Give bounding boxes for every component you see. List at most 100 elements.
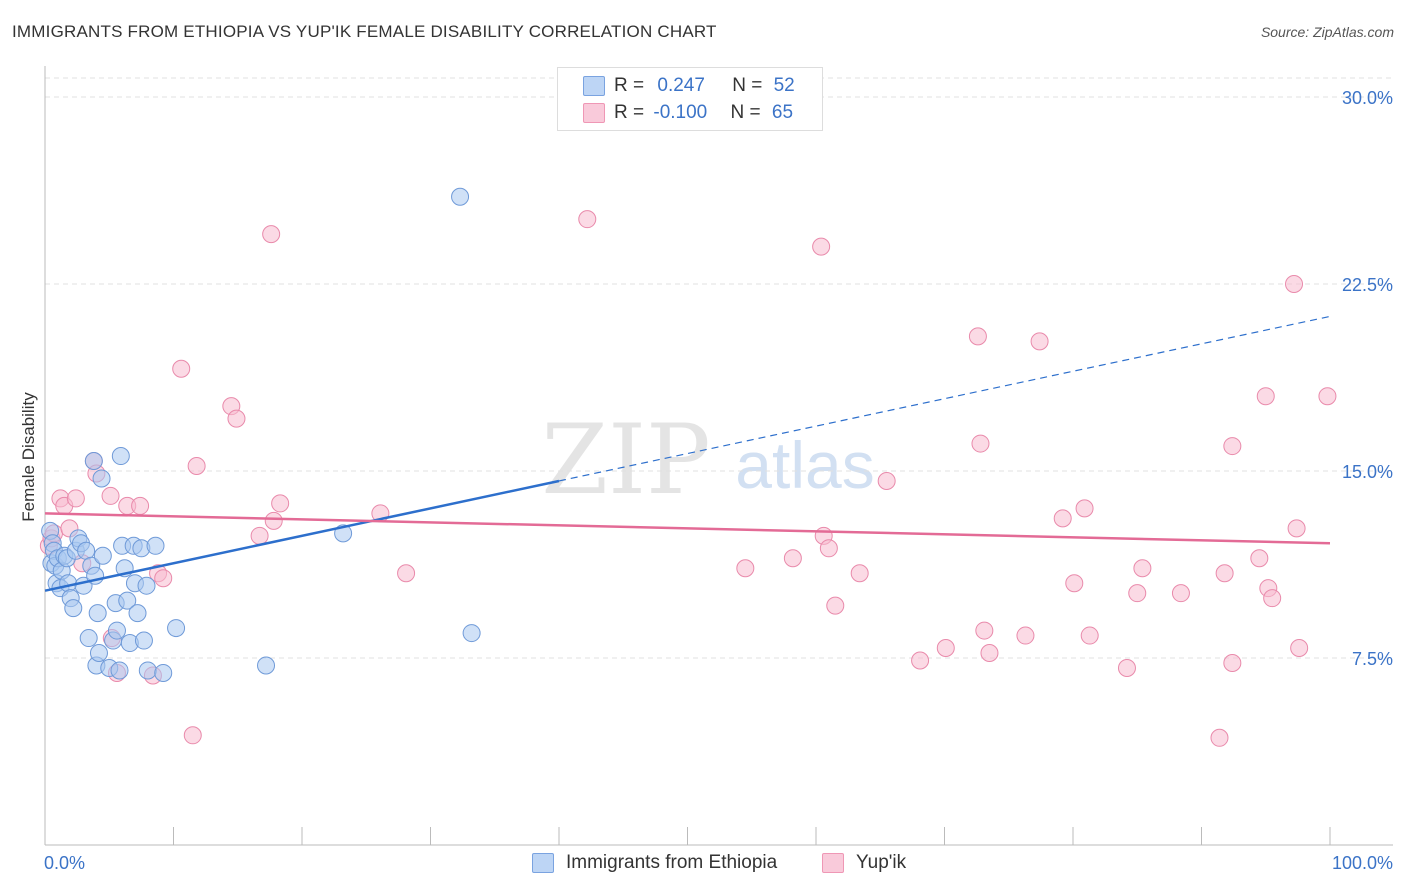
legend-item-yupik[interactable]: Yup'ik <box>822 852 906 874</box>
ethiopia-n-value: 52 <box>773 75 795 96</box>
yupik-point <box>1128 584 1147 603</box>
ethiopia-swatch <box>583 76 605 96</box>
yupik-point <box>101 486 120 505</box>
yupik-point <box>154 569 173 588</box>
yupik-point <box>131 496 150 515</box>
chart-title: IMMIGRANTS FROM ETHIOPIA VS YUP'IK FEMAL… <box>12 22 717 41</box>
yupik-swatch <box>583 103 605 123</box>
yupik-point <box>1263 589 1282 608</box>
yupik-point <box>1053 509 1072 528</box>
yupik-point <box>968 327 987 346</box>
ethiopia-point <box>138 661 157 680</box>
ethiopia-point <box>107 621 126 640</box>
ethiopia-point <box>128 604 147 623</box>
yupik-point <box>1133 559 1152 578</box>
ethiopia-point <box>146 536 165 555</box>
yupik-point <box>172 359 191 378</box>
ethiopia-r-label: R = <box>614 75 650 96</box>
axes <box>44 66 1393 846</box>
ethiopia-trend-line <box>44 479 560 592</box>
ethiopia-point <box>118 591 137 610</box>
yupik-point <box>1016 626 1035 645</box>
yupik-point <box>911 651 930 670</box>
y-tick-label: 15.0% <box>1342 462 1393 482</box>
yupik-point <box>183 726 202 745</box>
yupik-point <box>397 564 416 583</box>
yupik-point <box>1250 549 1269 568</box>
yupik-point <box>1171 584 1190 603</box>
yupik-point <box>578 210 597 229</box>
yupik-point <box>1256 387 1275 406</box>
yupik-n-value: 65 <box>771 102 794 123</box>
source-label: Source: ZipAtlas.com <box>1260 24 1394 40</box>
ethiopia-point <box>110 661 129 680</box>
y-tick-label: 30.0% <box>1342 88 1393 108</box>
ethiopia-point <box>451 187 470 206</box>
correlation-legend: R = 0.247 N = 52 R = -0.100 N = 65 <box>557 67 823 131</box>
ethiopia-point <box>64 599 83 618</box>
y-tick-label: 22.5% <box>1342 275 1393 295</box>
yupik-point <box>783 549 802 568</box>
yupik-point <box>1065 574 1084 593</box>
yupik-point <box>271 494 290 513</box>
yupik-point <box>850 564 869 583</box>
watermark-zip: ZIP <box>541 404 710 516</box>
x-tick-label-max: 100.0% <box>1332 853 1393 873</box>
yupik-point <box>1030 332 1049 351</box>
yupik-point <box>227 409 246 428</box>
ethiopia-point <box>257 656 276 675</box>
ethiopia-point <box>111 447 130 466</box>
y-tick-label: 7.5% <box>1352 649 1393 669</box>
ethiopia-legend-label: Immigrants from Ethiopia <box>566 852 778 873</box>
yupik-point <box>975 621 994 640</box>
yupik-point <box>1287 519 1306 538</box>
yupik-point <box>187 457 206 476</box>
yupik-point <box>1290 639 1309 658</box>
yupik-point <box>819 539 838 558</box>
ethiopia-point <box>79 629 98 648</box>
yupik-point <box>1080 626 1099 645</box>
zipatlas-watermark: ZIP atlas <box>541 404 874 516</box>
ethiopia-point <box>92 469 111 488</box>
ethiopia-point <box>84 452 103 471</box>
ethiopia-point <box>77 541 96 560</box>
yupik-trend-line <box>44 512 1331 545</box>
ethiopia-point <box>462 624 481 643</box>
yupik-r-value: -0.100 <box>653 102 708 123</box>
yupik-point <box>877 471 896 490</box>
yupik-r-label: R = <box>614 102 650 123</box>
yupik-point <box>980 644 999 663</box>
ethiopia-point <box>167 619 186 638</box>
yupik-legend-swatch <box>822 853 844 873</box>
yupik-point <box>1285 275 1304 293</box>
legend-item-ethiopia[interactable]: Immigrants from Ethiopia <box>532 852 777 874</box>
yupik-point <box>826 596 845 615</box>
yupik-point <box>1215 564 1234 583</box>
yupik-point <box>971 434 990 453</box>
yupik-point <box>1075 499 1094 518</box>
yupik-point <box>1318 387 1337 406</box>
ethiopia-legend-swatch <box>532 853 554 873</box>
yupik-point <box>1223 437 1242 456</box>
yupik-point <box>812 237 831 256</box>
ethiopia-point <box>88 604 107 623</box>
ethiopia-point <box>93 546 112 565</box>
yupik-point <box>66 489 85 508</box>
ethiopia-point <box>137 576 156 595</box>
ethiopia-point <box>89 644 108 663</box>
yupik-point <box>250 526 269 545</box>
y-axis-title: Female Disability <box>19 392 38 522</box>
series-legend: Immigrants from Ethiopia Yup'ik <box>0 852 1406 876</box>
gridlines <box>45 77 1393 659</box>
ethiopia-point <box>154 663 173 682</box>
yupik-n-label: N = <box>730 102 766 123</box>
yupik-point <box>936 639 955 658</box>
yupik-point <box>1223 653 1242 672</box>
yupik-point <box>1210 728 1229 747</box>
yupik-legend-label: Yup'ik <box>856 852 907 873</box>
yupik-point <box>736 559 755 578</box>
ethiopia-point <box>134 631 153 650</box>
trend-lines <box>44 315 1331 592</box>
ethiopia-n-label: N = <box>732 75 768 96</box>
